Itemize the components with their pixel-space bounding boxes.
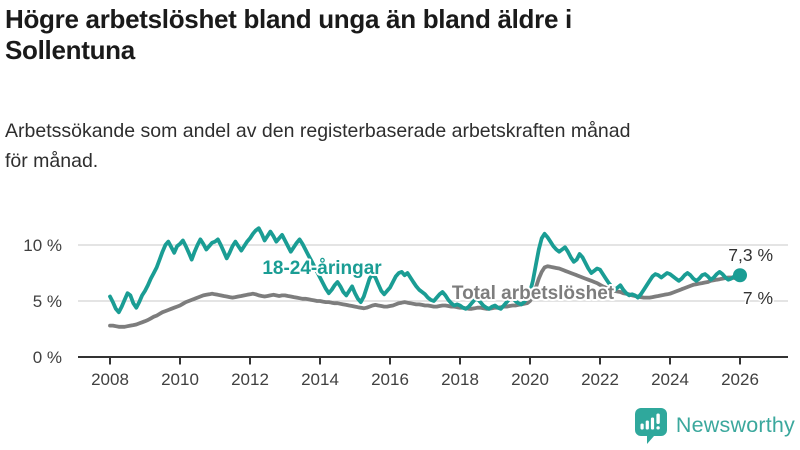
newsworthy-logo-text: Newsworthy [675,412,795,437]
x-axis: 2008 2010 2012 2014 2016 2018 2020 2022 2024 2026… [23,236,788,389]
y-tick-label: 10 % [23,236,62,255]
end-value-total: 7 % [743,288,773,308]
x-tick-label: 2016 [371,370,409,389]
mini-bar-chart-icon [640,413,660,430]
series-line-0 [108,226,742,315]
series-label-total: Total arbetslöshet [452,283,615,304]
newsworthy-branding: Newsworthy [632,406,795,444]
x-tick-label: 2026 [721,370,759,389]
plot-series [108,226,747,329]
y-tick-label: 0 % [33,348,62,367]
title-line-1: Högre arbetslöshet bland unga än bland ä… [5,4,572,34]
exclamation-bar [656,413,660,424]
x-tick-label: 2022 [581,370,619,389]
chart-annotations: 18-24-åringar Total arbetslöshet 7,3 % 7… [260,244,774,310]
x-tick-label: 2020 [511,370,549,389]
title-line-2: Sollentuna [5,35,135,65]
x-tick-label: 2014 [301,370,339,389]
x-tick-label: 2008 [91,370,129,389]
page-title: Högre arbetslöshet bland unga än bland ä… [5,4,795,66]
subtitle-line-2: för månad. [5,150,99,172]
x-tick-label: 2024 [651,370,689,389]
x-tick-label: 2018 [441,370,479,389]
line-chart: 2008 2010 2012 2014 2016 2018 2020 2022 2024 2026… [23,226,788,389]
newsworthy-logo-icon [634,408,667,444]
subtitle-line-1: Arbetssökande som andel av den registerb… [5,120,631,142]
exclamation-dot [656,426,660,430]
gridlines [78,244,788,302]
end-value-young: 7,3 % [728,245,773,265]
chart-subtitle: Arbetssökande som andel av den registerb… [5,116,793,176]
x-tick-label: 2012 [231,370,269,389]
series-end-dot [733,268,747,283]
x-tick-label: 2010 [161,370,199,389]
series-label-young: 18-24-åringar [262,258,382,279]
y-tick-label: 5 % [33,292,62,311]
